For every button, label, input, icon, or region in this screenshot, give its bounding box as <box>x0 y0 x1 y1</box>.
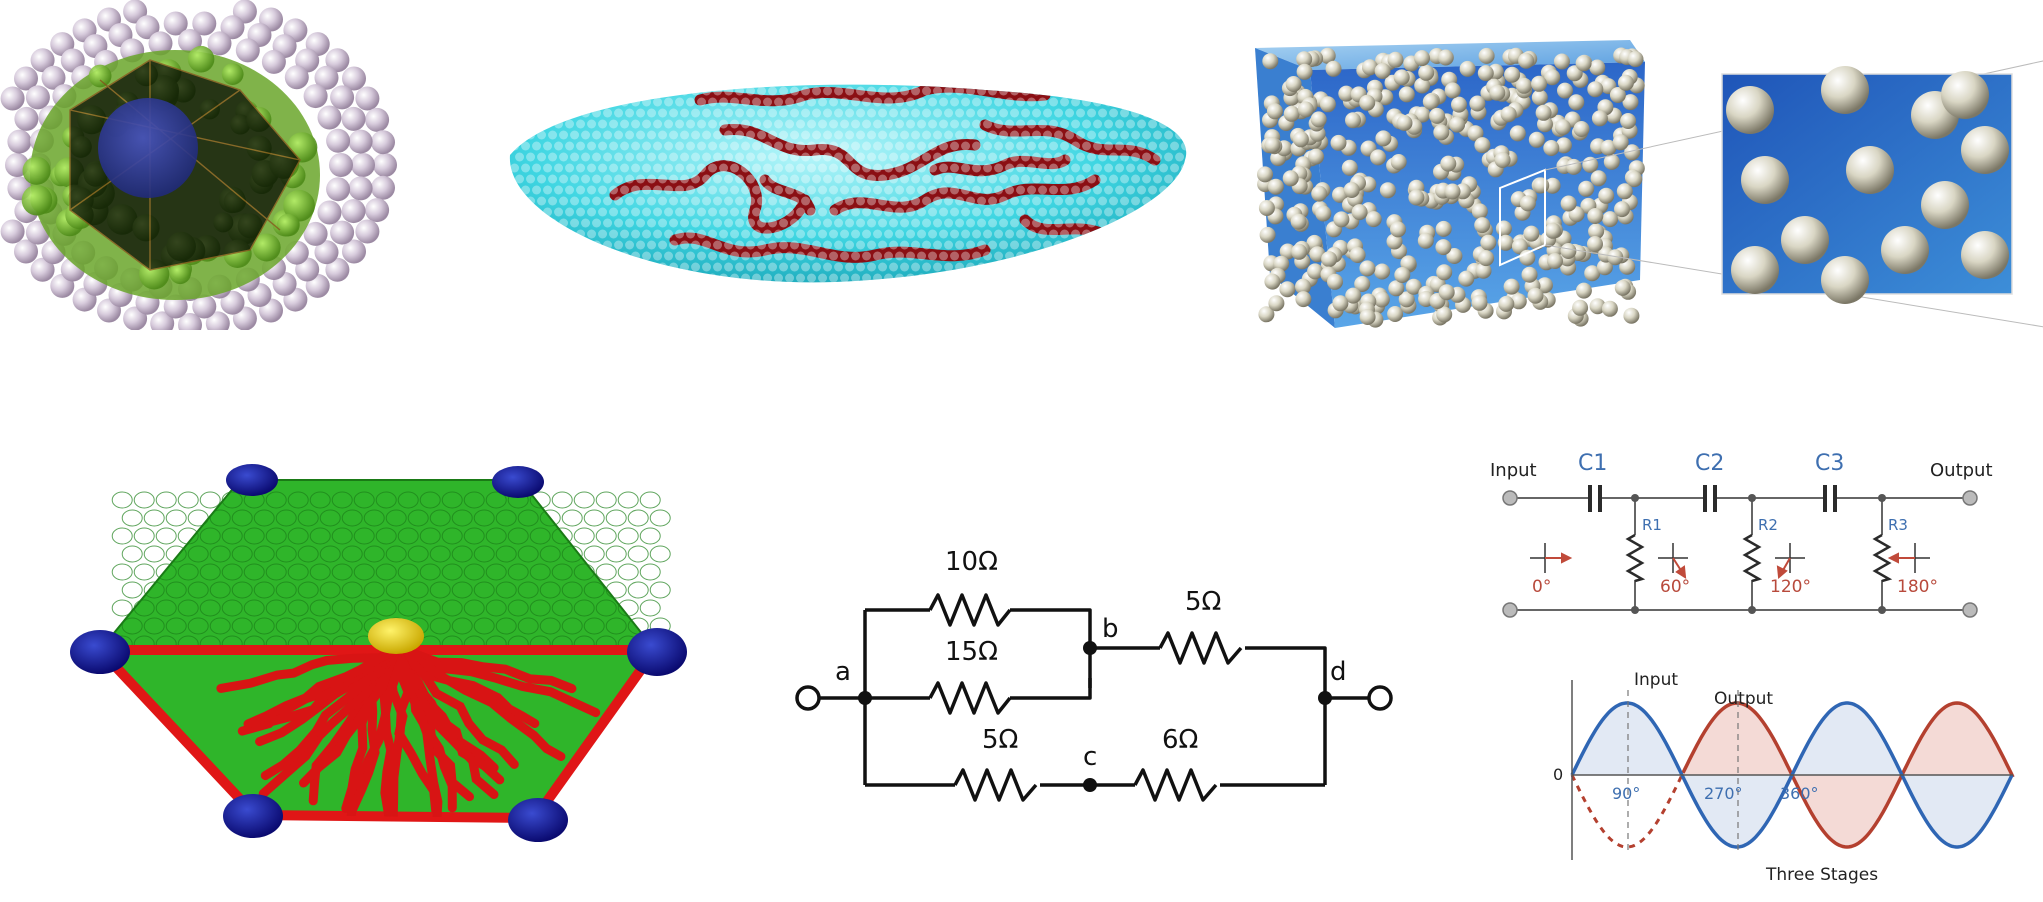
node-d <box>1318 691 1332 705</box>
label-zero: 0 <box>1553 765 1563 784</box>
label-wave-input: Input <box>1634 670 1678 690</box>
blue-cap-bottom-left <box>223 794 283 838</box>
blue-cap-right <box>627 628 687 676</box>
phase-indicators <box>1530 543 1930 573</box>
node-c <box>1083 778 1097 792</box>
terminal-left <box>795 685 821 711</box>
label-tick-90: 90° <box>1612 784 1640 803</box>
label-c3: C3 <box>1815 451 1844 476</box>
label-c2: C2 <box>1695 451 1724 476</box>
label-node-c: c <box>1083 742 1097 772</box>
label-phase-120: 120° <box>1770 577 1811 597</box>
label-wave-output: Output <box>1714 689 1773 709</box>
label-resistor-15: 15Ω <box>945 637 998 667</box>
label-tick-270: 270° <box>1704 784 1743 803</box>
label-resistor-10: 10Ω <box>945 547 998 577</box>
output-terminal-bottom <box>1962 602 1978 618</box>
label-node-b: b <box>1102 614 1119 644</box>
node-b <box>1083 641 1097 655</box>
inset-spheres <box>1726 66 2009 304</box>
label-r3: R3 <box>1888 516 1908 534</box>
yellow-cap-center <box>368 618 424 654</box>
three-stage-wave-plot: 0 90° 270° 360° Input Output Three Stage… <box>1553 670 2015 885</box>
blue-cap-bottom-right <box>508 798 568 842</box>
label-phase-0: 0° <box>1532 577 1551 597</box>
output-dashed <box>1570 774 1684 849</box>
wire-b-d <box>1090 646 1327 785</box>
label-resistor-5-bottom: 5Ω <box>982 725 1018 755</box>
resistor-15 <box>928 681 1012 715</box>
label-r2: R2 <box>1758 516 1778 534</box>
capacitors <box>1588 485 1837 512</box>
label-c1: C1 <box>1578 451 1607 476</box>
phase-arrows <box>1545 552 1915 580</box>
cube-spheres <box>1257 47 1645 328</box>
label-phase-60: 60° <box>1660 577 1690 597</box>
red-dendrite-pattern <box>216 650 601 818</box>
patterned-ellipsoid-render <box>509 84 1187 283</box>
resistor-10 <box>928 593 1012 627</box>
label-node-a: a <box>835 657 851 687</box>
input-terminal-top <box>1502 490 1518 506</box>
blue-cap-top-right <box>492 466 544 498</box>
label-output: Output <box>1930 460 1993 481</box>
resistor-5-top <box>1158 631 1243 665</box>
rc-phase-shift-diagram: Input Output C1 C2 C3 R1 R2 R3 0° 60° 12… <box>1490 451 1993 618</box>
input-terminal-bottom <box>1502 602 1518 618</box>
wire-top <box>865 608 1092 688</box>
shunt-resistors <box>1625 533 1893 583</box>
output-terminal-top <box>1962 490 1978 506</box>
node-a <box>858 691 872 705</box>
label-resistor-5-top: 5Ω <box>1185 587 1221 617</box>
resistor-network-diagram: a b c d 10Ω 15Ω 5Ω 5Ω 6Ω <box>795 547 1393 802</box>
wire-mid <box>865 678 1092 700</box>
core-shell-particle-render <box>0 0 397 330</box>
label-caption: Three Stages <box>1765 865 1878 885</box>
terminal-right <box>1367 685 1393 711</box>
blue-cap-left <box>70 630 130 674</box>
blue-cap-top-left <box>226 464 278 496</box>
label-node-d: d <box>1330 657 1347 687</box>
green-cell-texture <box>111 491 671 653</box>
resistor-6 <box>1133 768 1218 802</box>
resistor-5-bottom <box>953 768 1038 802</box>
particle-cube-render <box>1255 40 2043 328</box>
blue-core <box>98 98 198 198</box>
label-input: Input <box>1490 460 1537 481</box>
label-tick-360: 360° <box>1780 784 1819 803</box>
label-phase-180: 180° <box>1897 577 1938 597</box>
junction-dots <box>1631 494 1886 614</box>
label-resistor-6: 6Ω <box>1162 725 1198 755</box>
hexagon-plate-render <box>70 464 687 842</box>
label-r1: R1 <box>1642 516 1662 534</box>
